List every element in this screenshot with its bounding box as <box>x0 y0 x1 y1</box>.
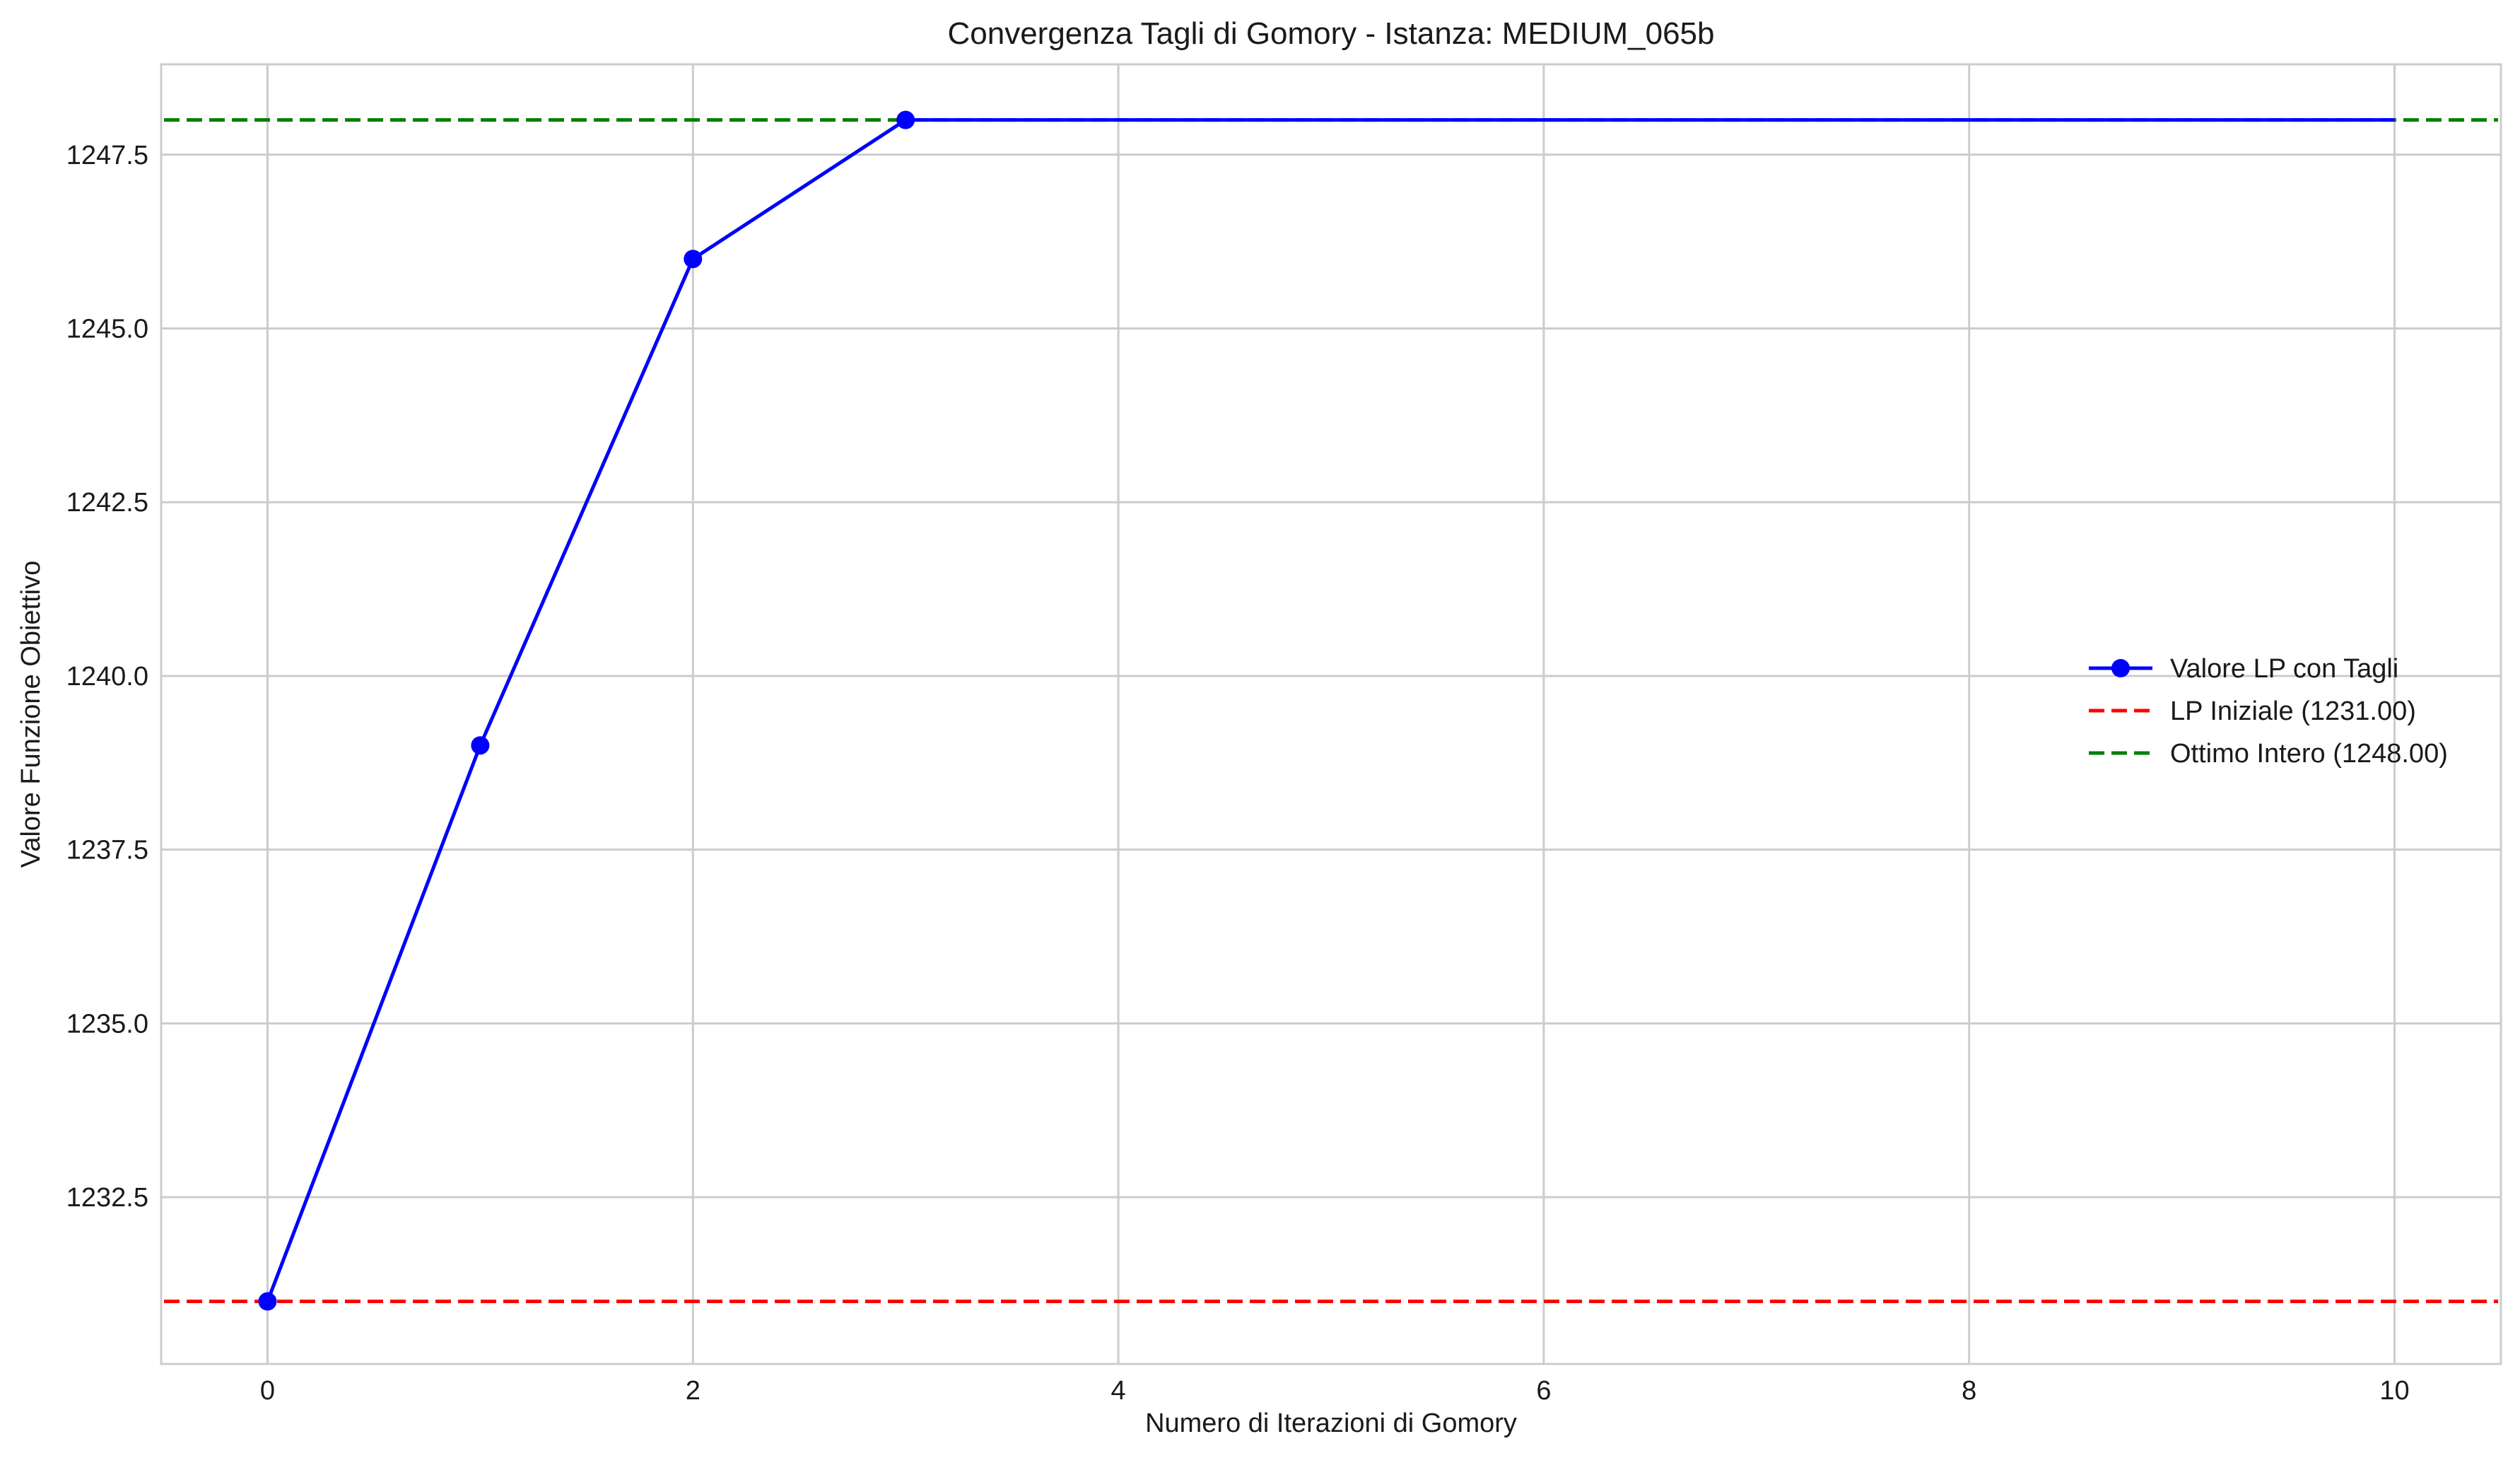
data-point <box>258 1292 277 1311</box>
x-tick-label: 8 <box>1962 1376 1976 1406</box>
data-point <box>896 110 915 129</box>
legend-label: Ottimo Intero (1248.00) <box>2170 739 2448 769</box>
y-tick-label: 1232.5 <box>66 1183 148 1213</box>
legend-item: LP Iniziale (1231.00) <box>2089 696 2416 726</box>
y-tick-label: 1247.5 <box>66 141 148 170</box>
legend-label: LP Iniziale (1231.00) <box>2170 696 2416 726</box>
x-tick-label: 4 <box>1111 1376 1126 1406</box>
data-point <box>471 736 490 755</box>
y-tick-label: 1235.0 <box>66 1009 148 1039</box>
valore-lp-line <box>266 118 2395 1302</box>
y-tick-label: 1245.0 <box>66 314 148 344</box>
legend-swatch-marker <box>2111 659 2130 677</box>
y-axis-label: Valore Funzione Obiettivo <box>16 561 46 868</box>
tick-labels: 0 2 4 6 8 10 1232.5 1235.0 1237.5 1240.0 1242.5 124… <box>66 141 2410 1406</box>
legend: Valore LP con Tagli LP Iniziale (1231.00)… <box>2089 654 2448 769</box>
chart-title: Convergenza Tagli di Gomory - Istanza: M… <box>947 16 1714 51</box>
data-point <box>684 250 703 269</box>
x-axis-label: Numero di Iterazioni di Gomory <box>1145 1409 1517 1438</box>
grid-lines <box>161 64 2501 1364</box>
legend-item: Valore LP con Tagli <box>2089 654 2398 684</box>
legend-label: Valore LP con Tagli <box>2170 654 2398 684</box>
x-tick-label: 6 <box>1536 1376 1551 1406</box>
y-tick-label: 1237.5 <box>66 836 148 865</box>
series-layer <box>258 110 2395 1311</box>
x-tick-label: 10 <box>2379 1376 2409 1406</box>
x-tick-label: 0 <box>260 1376 275 1406</box>
y-tick-label: 1240.0 <box>66 662 148 692</box>
y-tick-label: 1242.5 <box>66 488 148 518</box>
x-tick-label: 2 <box>686 1376 701 1406</box>
plot-frame <box>160 63 2502 1365</box>
legend-item: Ottimo Intero (1248.00) <box>2089 739 2448 769</box>
